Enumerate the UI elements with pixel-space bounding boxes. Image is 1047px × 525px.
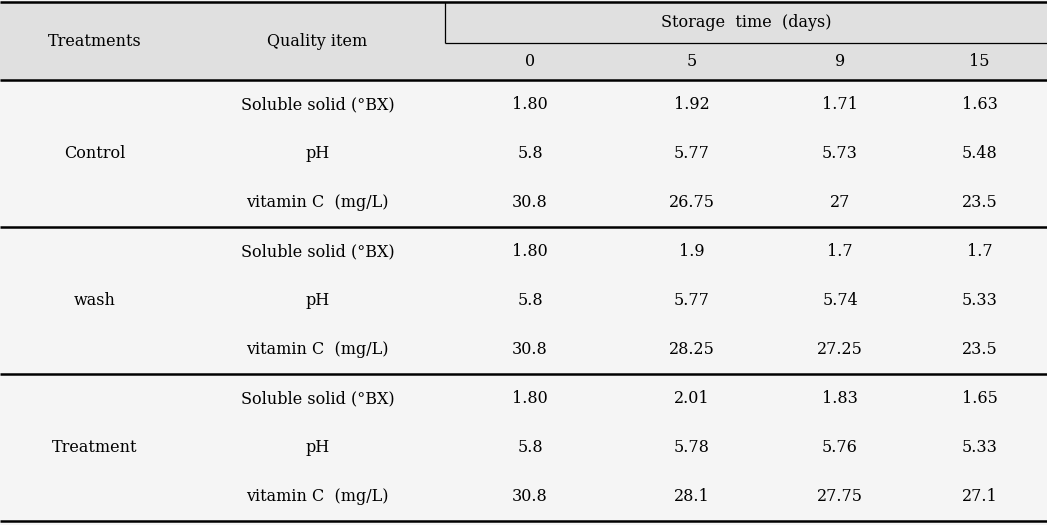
Text: 30.8: 30.8 <box>512 194 548 211</box>
Text: 27.25: 27.25 <box>817 341 863 358</box>
Text: 1.7: 1.7 <box>827 243 853 260</box>
Text: vitamin C  (mg/L): vitamin C (mg/L) <box>246 194 388 211</box>
Text: Soluble solid (°BX): Soluble solid (°BX) <box>241 243 395 260</box>
Text: 26.75: 26.75 <box>668 194 714 211</box>
Text: wash: wash <box>74 292 116 309</box>
Text: Soluble solid (°BX): Soluble solid (°BX) <box>241 390 395 407</box>
Text: 5.76: 5.76 <box>822 439 857 456</box>
Text: 23.5: 23.5 <box>961 194 998 211</box>
Text: Soluble solid (°BX): Soluble solid (°BX) <box>241 96 395 113</box>
Text: 1.9: 1.9 <box>678 243 705 260</box>
Text: vitamin C  (mg/L): vitamin C (mg/L) <box>246 341 388 358</box>
Text: Quality item: Quality item <box>267 33 367 49</box>
Text: 9: 9 <box>834 53 845 70</box>
Text: 1.80: 1.80 <box>512 243 548 260</box>
Text: 5.77: 5.77 <box>673 292 710 309</box>
Text: 28.25: 28.25 <box>669 341 714 358</box>
Text: 5.77: 5.77 <box>673 145 710 162</box>
Text: Control: Control <box>64 145 126 162</box>
Text: 1.71: 1.71 <box>822 96 857 113</box>
Text: 5.73: 5.73 <box>822 145 857 162</box>
Text: 2.01: 2.01 <box>673 390 709 407</box>
Text: 5.78: 5.78 <box>673 439 710 456</box>
Text: 27: 27 <box>830 194 850 211</box>
Bar <box>0 2 1047 80</box>
Text: 5: 5 <box>687 53 696 70</box>
Text: 28.1: 28.1 <box>673 488 710 505</box>
Text: 15: 15 <box>970 53 989 70</box>
Text: 5.74: 5.74 <box>822 292 857 309</box>
Text: Treatments: Treatments <box>48 33 142 49</box>
Text: 1.65: 1.65 <box>961 390 998 407</box>
Text: 5.48: 5.48 <box>961 145 998 162</box>
Text: 1.80: 1.80 <box>512 96 548 113</box>
Text: 30.8: 30.8 <box>512 341 548 358</box>
Text: vitamin C  (mg/L): vitamin C (mg/L) <box>246 488 388 505</box>
Text: 5.33: 5.33 <box>961 439 998 456</box>
Text: 23.5: 23.5 <box>961 341 998 358</box>
Text: pH: pH <box>306 145 330 162</box>
Text: pH: pH <box>306 439 330 456</box>
Text: 1.63: 1.63 <box>961 96 998 113</box>
Text: Treatment: Treatment <box>52 439 138 456</box>
Text: 27.1: 27.1 <box>961 488 998 505</box>
Text: 5.8: 5.8 <box>517 292 542 309</box>
Text: 0: 0 <box>525 53 535 70</box>
Text: 1.92: 1.92 <box>673 96 710 113</box>
Text: 5.33: 5.33 <box>961 292 998 309</box>
Text: 5.8: 5.8 <box>517 439 542 456</box>
Text: 27.75: 27.75 <box>817 488 863 505</box>
Text: 5.8: 5.8 <box>517 145 542 162</box>
Text: 1.83: 1.83 <box>822 390 857 407</box>
Text: 1.7: 1.7 <box>966 243 993 260</box>
Text: 30.8: 30.8 <box>512 488 548 505</box>
Text: 1.80: 1.80 <box>512 390 548 407</box>
Text: Storage  time  (days): Storage time (days) <box>661 14 831 31</box>
Text: pH: pH <box>306 292 330 309</box>
